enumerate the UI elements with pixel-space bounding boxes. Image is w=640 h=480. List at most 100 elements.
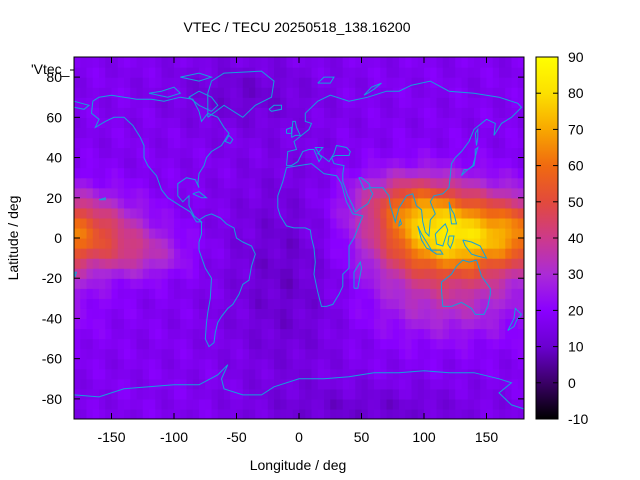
heat-cell (124, 147, 131, 159)
heat-cell (424, 97, 431, 108)
heat-cell (199, 358, 206, 370)
heat-cell (186, 137, 194, 149)
heat-cell (211, 398, 219, 410)
heat-cell (74, 408, 81, 419)
heat-cell (136, 227, 144, 239)
heat-cell (274, 288, 281, 299)
heat-cell (449, 57, 456, 68)
heat-cell (224, 368, 231, 380)
heat-cell (311, 87, 319, 98)
heat-cell (105, 328, 113, 340)
heat-cell (186, 57, 194, 68)
heat-cell (267, 197, 275, 209)
heat-cell (186, 77, 194, 88)
heat-cell (336, 318, 344, 330)
heat-cell (436, 167, 444, 179)
heat-cell (286, 107, 294, 118)
heat-cell (480, 288, 488, 299)
heat-cell (105, 167, 113, 179)
heat-cell (99, 227, 106, 239)
heat-cell (99, 157, 106, 169)
heat-cell (380, 408, 388, 419)
heat-cell (111, 298, 119, 309)
heat-cell (217, 187, 225, 199)
heat-cell (405, 147, 413, 159)
heat-cell (74, 157, 81, 169)
heat-cell (492, 217, 500, 229)
heat-cell (336, 268, 344, 279)
heat-cell (255, 57, 263, 68)
heat-cell (480, 157, 488, 169)
heat-cell (474, 308, 481, 320)
heat-cell (174, 348, 181, 360)
heat-cell (399, 348, 406, 360)
heat-cell (349, 318, 356, 330)
heat-cell (292, 258, 300, 269)
heat-cell (430, 258, 438, 269)
heat-cell (199, 318, 206, 330)
heat-cell (124, 107, 131, 118)
heat-cell (255, 338, 263, 350)
heat-cell (461, 408, 469, 419)
heat-cell (424, 348, 431, 360)
heat-cell (180, 67, 188, 78)
heat-cell (461, 398, 469, 410)
heat-cell (380, 187, 388, 199)
heat-cell (430, 328, 438, 340)
heat-cell (355, 87, 363, 98)
heat-cell (186, 147, 194, 159)
heat-cell (86, 127, 94, 139)
heat-cell (105, 288, 113, 299)
heat-cell (230, 378, 238, 390)
heat-cell (436, 368, 444, 380)
colorbar-tick-label: 40 (568, 230, 584, 246)
heat-cell (111, 67, 119, 78)
heat-cell (186, 258, 194, 269)
heat-cell (299, 378, 306, 390)
heat-cell (124, 167, 131, 179)
heat-cell (511, 117, 519, 128)
heat-cell (305, 268, 313, 279)
heat-cell (417, 308, 425, 320)
heat-cell (136, 177, 144, 189)
heat-cell (292, 378, 300, 390)
heat-cell (255, 388, 263, 400)
heat-cell (449, 358, 456, 370)
heat-cell (342, 137, 350, 149)
heat-cell (117, 308, 125, 320)
heat-cell (424, 227, 431, 239)
heat-cell (205, 177, 213, 189)
heat-cell (224, 258, 231, 269)
heat-cell (92, 258, 100, 269)
heat-cell (92, 187, 100, 199)
heat-cell (405, 348, 413, 360)
heat-cell (224, 278, 231, 289)
heat-cell (305, 298, 313, 309)
heat-cell (124, 328, 131, 340)
heat-cell (367, 298, 375, 309)
heat-cell (480, 107, 488, 118)
heat-cell (255, 97, 263, 108)
heat-cell (174, 67, 181, 78)
heat-cell (405, 248, 413, 259)
heat-cell (124, 157, 131, 169)
heat-cell (517, 238, 524, 249)
heat-cell (442, 187, 450, 199)
heat-cell (149, 197, 156, 209)
heat-cell (449, 117, 456, 128)
heat-cell (111, 408, 119, 419)
heat-cell (205, 278, 213, 289)
heat-cell (211, 298, 219, 309)
heat-cell (142, 398, 150, 410)
heat-cell (474, 378, 481, 390)
heat-cell (249, 238, 256, 249)
heat-cell (211, 187, 219, 199)
heat-cell (367, 157, 375, 169)
heat-cell (436, 408, 444, 419)
heat-cell (392, 348, 400, 360)
heat-cell (136, 298, 144, 309)
heat-cell (280, 338, 288, 350)
heat-cell (399, 137, 406, 149)
heat-cell (486, 378, 494, 390)
heat-cell (167, 248, 175, 259)
